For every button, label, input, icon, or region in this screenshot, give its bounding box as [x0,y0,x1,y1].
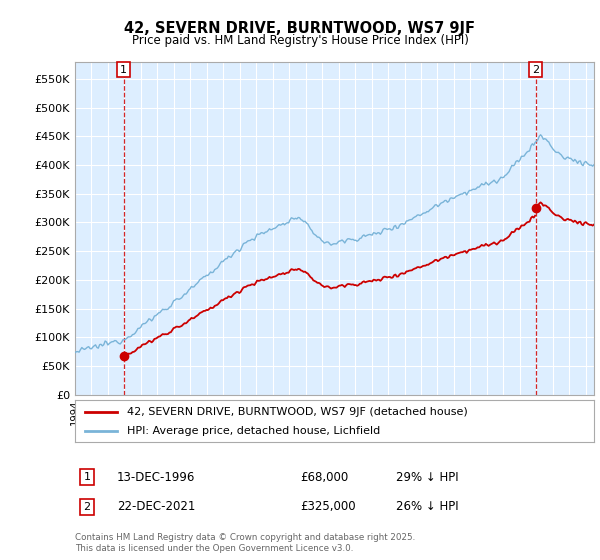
Text: 26% ↓ HPI: 26% ↓ HPI [396,500,458,514]
Text: 29% ↓ HPI: 29% ↓ HPI [396,470,458,484]
Text: 13-DEC-1996: 13-DEC-1996 [117,470,196,484]
Text: £325,000: £325,000 [300,500,356,514]
Text: 2: 2 [83,502,91,512]
Text: 1: 1 [120,64,127,74]
Text: 42, SEVERN DRIVE, BURNTWOOD, WS7 9JF (detached house): 42, SEVERN DRIVE, BURNTWOOD, WS7 9JF (de… [127,407,467,417]
Text: 2: 2 [532,64,539,74]
Text: Price paid vs. HM Land Registry's House Price Index (HPI): Price paid vs. HM Land Registry's House … [131,34,469,46]
Text: 42, SEVERN DRIVE, BURNTWOOD, WS7 9JF: 42, SEVERN DRIVE, BURNTWOOD, WS7 9JF [125,21,476,36]
Text: Contains HM Land Registry data © Crown copyright and database right 2025.
This d: Contains HM Land Registry data © Crown c… [75,533,415,553]
Text: HPI: Average price, detached house, Lichfield: HPI: Average price, detached house, Lich… [127,426,380,436]
Text: £68,000: £68,000 [300,470,348,484]
Text: 1: 1 [83,472,91,482]
Text: 22-DEC-2021: 22-DEC-2021 [117,500,196,514]
